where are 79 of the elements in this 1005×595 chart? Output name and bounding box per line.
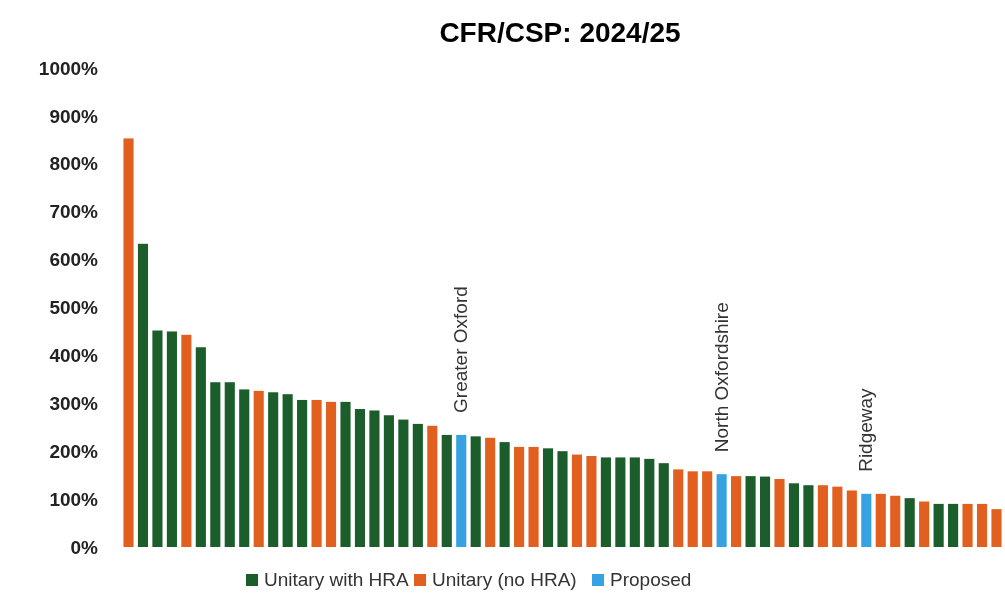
bar — [268, 392, 279, 547]
bar — [991, 509, 1002, 547]
y-tick-label: 300% — [49, 392, 99, 414]
x-tick-label: Ridgeway — [855, 387, 877, 472]
bar — [774, 478, 785, 547]
y-tick-label: 200% — [49, 440, 99, 462]
bar — [398, 419, 409, 547]
bar — [658, 463, 669, 547]
bar — [904, 498, 915, 547]
bar — [456, 434, 467, 547]
bar — [514, 446, 525, 547]
y-tick-label: 400% — [49, 345, 99, 367]
legend-label: Proposed — [610, 569, 692, 590]
bar — [412, 423, 423, 547]
y-tick-label: 900% — [49, 105, 99, 127]
bar — [615, 457, 626, 547]
y-tick-label: 500% — [49, 297, 99, 319]
bar — [788, 483, 800, 547]
y-tick-label: 100% — [49, 488, 99, 510]
bar — [152, 330, 163, 547]
bar — [846, 490, 857, 547]
bar — [976, 503, 988, 547]
bar — [297, 399, 308, 547]
bar — [441, 434, 452, 547]
bar — [369, 410, 380, 547]
legend-label: Unitary with HRA — [264, 569, 409, 590]
bar — [383, 415, 394, 547]
bar — [890, 495, 901, 547]
bar — [166, 331, 177, 547]
bar — [354, 409, 366, 547]
bar — [542, 448, 554, 547]
bar — [557, 451, 568, 547]
bar — [817, 485, 828, 547]
bar — [673, 469, 684, 547]
legend-label: Unitary (no HRA) — [432, 569, 577, 590]
bar — [427, 425, 438, 547]
bar — [731, 476, 742, 547]
bar — [644, 458, 655, 547]
bar — [239, 389, 250, 547]
bar — [600, 457, 611, 547]
bar — [340, 401, 351, 547]
bar — [687, 471, 698, 547]
y-tick-label: 800% — [49, 153, 99, 175]
y-tick-label: 600% — [49, 249, 99, 271]
bar — [282, 394, 293, 547]
bar — [224, 382, 235, 547]
bar — [919, 501, 930, 547]
bar — [311, 399, 322, 547]
chart-title: CFR/CSP: 2024/25 — [439, 17, 681, 48]
bar — [875, 493, 886, 547]
bar — [716, 474, 727, 547]
bar — [210, 382, 221, 547]
y-tick-label: 1000% — [38, 57, 99, 79]
bar — [745, 476, 756, 547]
x-tick-label: Greater Oxford — [450, 286, 472, 413]
bar — [629, 457, 640, 547]
bar — [181, 334, 192, 547]
bar — [832, 486, 843, 547]
bar — [586, 455, 597, 547]
bar — [948, 503, 959, 547]
y-tick-label: 700% — [49, 201, 99, 223]
bar — [470, 436, 481, 547]
bar — [759, 476, 771, 547]
bar — [571, 454, 583, 547]
bar — [123, 138, 134, 547]
bar — [528, 446, 539, 547]
bar — [195, 347, 206, 547]
bar — [933, 503, 944, 547]
bar — [137, 243, 149, 547]
bar — [803, 485, 814, 547]
bar — [253, 390, 264, 547]
bar — [485, 437, 496, 547]
bar — [861, 493, 872, 547]
bar — [702, 471, 713, 547]
bar — [962, 503, 973, 547]
y-tick-label: 0% — [70, 536, 99, 558]
bar — [325, 401, 337, 547]
bar — [499, 442, 510, 547]
x-tick-label: North Oxfordshire — [710, 302, 732, 453]
